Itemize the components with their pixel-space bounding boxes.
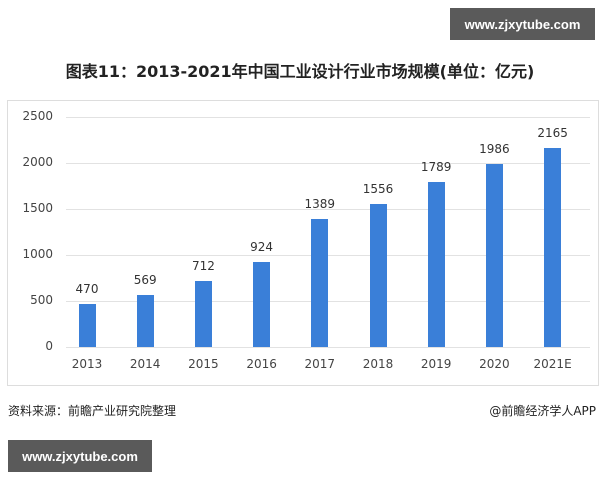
- bar: [78, 303, 96, 347]
- data-label: 712: [191, 259, 215, 274]
- data-label: 470: [75, 281, 99, 296]
- chart-title: 图表11：2013-2021年中国工业设计行业市场规模(单位：亿元): [65, 62, 535, 81]
- x-tick-label: 2014: [129, 357, 161, 371]
- x-tick-label: 2017: [304, 357, 336, 371]
- gridline: [66, 163, 590, 164]
- data-label: 1789: [420, 160, 452, 175]
- data-label: 2165: [537, 125, 568, 140]
- bar: [136, 294, 154, 347]
- x-tick-label: 2019: [420, 357, 452, 371]
- y-tick-label: 1000: [22, 247, 53, 261]
- data-label: 1389: [304, 197, 336, 212]
- data-label: 924: [250, 239, 274, 254]
- x-tick-label: 2013: [71, 357, 103, 371]
- gridline: [66, 347, 590, 348]
- plot-area: 0 500 1000 1500 2000 2500 470 2013 569 2014 712 201…: [7, 100, 599, 386]
- data-label: 569: [133, 272, 157, 287]
- bar: [427, 182, 445, 347]
- x-tick-label: 2020: [479, 357, 510, 371]
- data-label: 1986: [479, 142, 510, 157]
- gridline: [66, 117, 590, 118]
- x-tick-label: 2021E: [533, 357, 572, 371]
- credit-note: @前瞻经济学人APP: [489, 404, 596, 418]
- y-tick-label: 1500: [22, 201, 53, 215]
- y-tick-label: 2000: [22, 155, 53, 169]
- x-tick-label: 2018: [362, 357, 394, 371]
- y-tick-label: 2500: [22, 109, 53, 123]
- y-tick-label: 500: [30, 293, 53, 307]
- bar: [485, 164, 503, 347]
- x-tick-label: 2015: [188, 357, 219, 371]
- watermark-top: www.zjxytube.com: [450, 8, 595, 40]
- data-label: 1556: [362, 181, 394, 196]
- x-tick-label: 2016: [246, 357, 277, 371]
- bar: [194, 281, 212, 347]
- bar: [253, 261, 271, 347]
- bar: [544, 147, 562, 347]
- bar: [369, 203, 387, 347]
- bar: [311, 219, 329, 347]
- y-tick-label: 0: [45, 339, 53, 353]
- watermark-bottom: www.zjxytube.com: [8, 440, 152, 472]
- gridline: [66, 209, 590, 210]
- source-note: 资料来源：前瞻产业研究院整理: [8, 404, 177, 418]
